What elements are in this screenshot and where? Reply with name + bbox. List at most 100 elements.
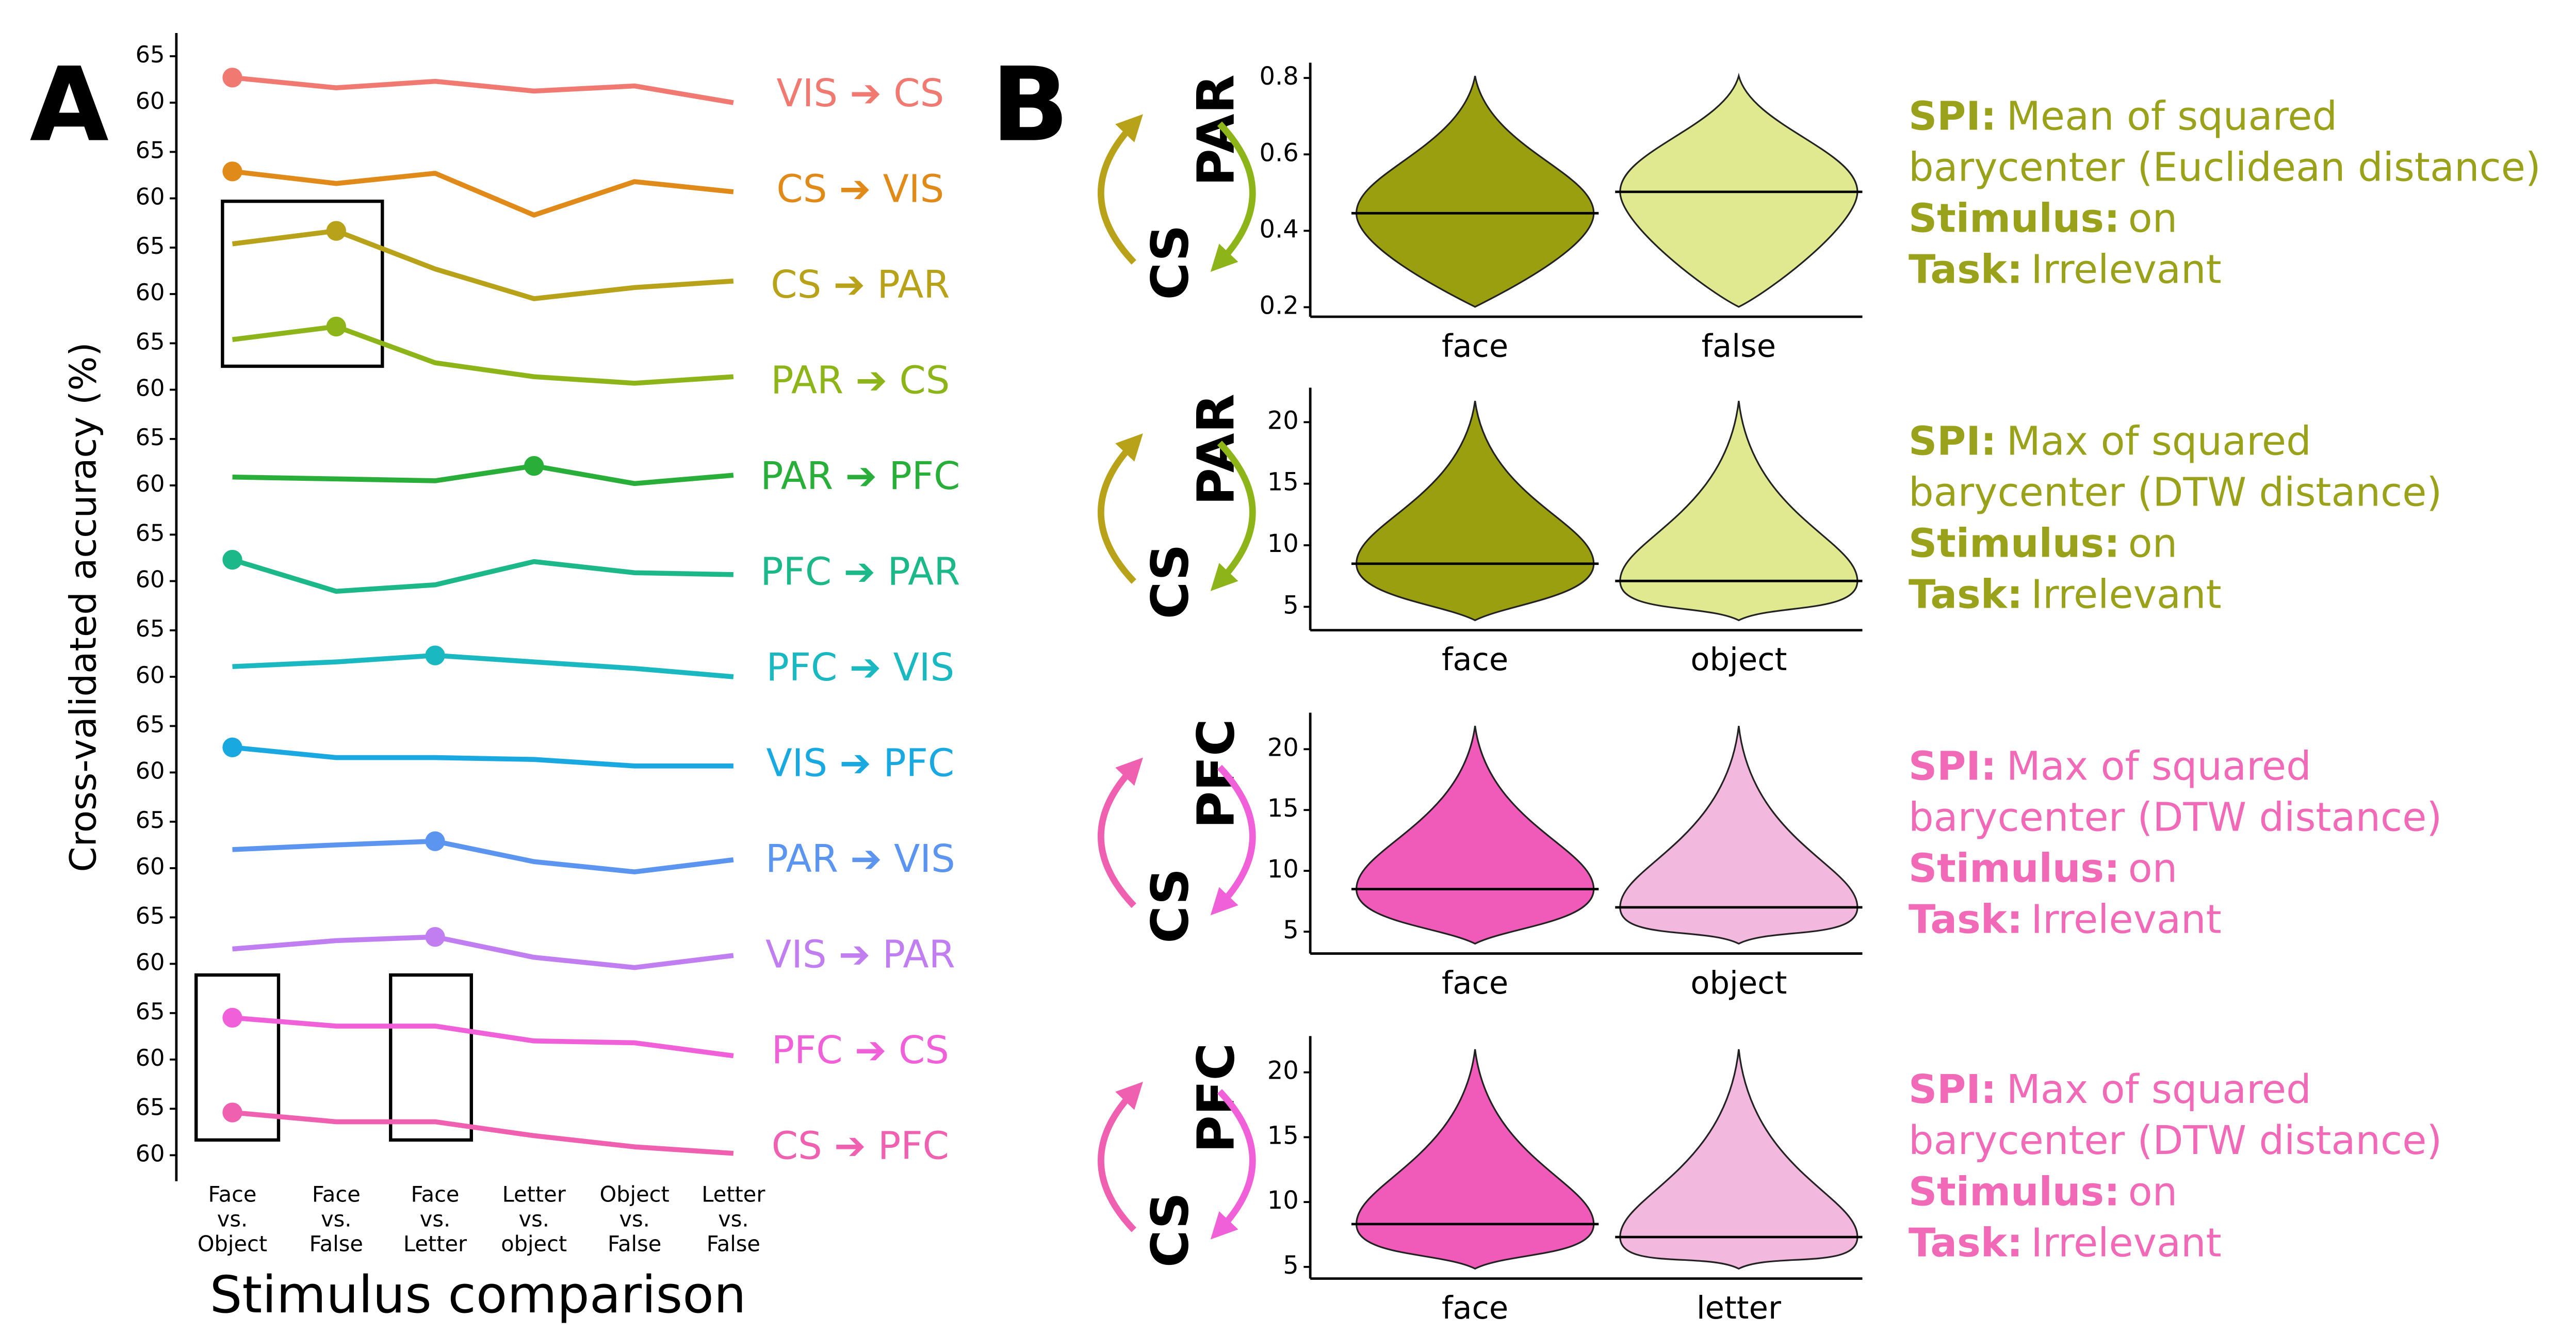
x-tick-label: object xyxy=(501,1231,567,1256)
region-label: CS xyxy=(1140,544,1200,619)
highlight-point xyxy=(222,737,242,757)
x-tick-label: vs. xyxy=(619,1207,649,1232)
highlight-box xyxy=(221,199,384,368)
y-tick-label: 60 xyxy=(136,565,165,593)
violin xyxy=(1356,1049,1595,1270)
series-label: PAR ➔ VIS xyxy=(765,837,955,881)
arrow xyxy=(1210,441,1256,591)
y-tick-label: 60 xyxy=(136,470,165,497)
series-label: CS ➔ VIS xyxy=(776,168,944,212)
violin xyxy=(1356,725,1595,945)
annotation-text: on xyxy=(2128,196,2178,242)
y-tick-label: 5 xyxy=(1283,591,1298,620)
annotation-text: Task: xyxy=(1909,572,2023,618)
series-label: PFC ➔ CS xyxy=(772,1029,949,1072)
x-tick-label: vs. xyxy=(321,1207,351,1232)
y-tick-label: 65 xyxy=(136,615,165,642)
violin xyxy=(1619,1049,1858,1270)
x-tick-label: Object xyxy=(600,1182,670,1207)
highlight-point xyxy=(326,316,346,337)
annotation-text: on xyxy=(2128,846,2178,892)
annotation-text: Irrelevant xyxy=(2031,572,2221,618)
highlight-point xyxy=(222,1007,242,1028)
annotation-text: Irrelevant xyxy=(2031,897,2221,943)
y-tick-label: 60 xyxy=(136,183,165,210)
y-tick-label: 65 xyxy=(136,424,165,451)
y-tick-label: 0.4 xyxy=(1260,215,1299,243)
annotation-line: Stimulus: on xyxy=(1909,846,2177,892)
arrow xyxy=(1210,121,1256,272)
x-tick-label: Letter xyxy=(502,1182,566,1207)
x-tick-label: Letter xyxy=(403,1231,467,1256)
x-tick-label: Face xyxy=(312,1182,361,1207)
series-line xyxy=(232,75,734,105)
y-tick-label: 65 xyxy=(136,902,165,929)
x-tick-label: face xyxy=(1442,965,1508,1001)
y-tick-label: 65 xyxy=(136,41,165,68)
violin xyxy=(1356,400,1595,622)
series-label: VIS ➔ CS xyxy=(776,72,944,116)
series-line xyxy=(232,324,734,386)
highlight-point xyxy=(425,645,445,665)
panel-label: A xyxy=(30,45,109,165)
y-tick-label: 10 xyxy=(1267,855,1299,884)
highlight-box xyxy=(194,973,281,1142)
annotation-text: Task: xyxy=(1909,247,2023,293)
annotation-line: Stimulus: on xyxy=(1909,521,2177,567)
annotation-line: Task: Irrelevant xyxy=(1909,1220,2222,1266)
annotation-text: on xyxy=(2128,1169,2178,1215)
highlight-point xyxy=(222,161,242,182)
annotation-text: barycenter (DTW distance) xyxy=(1909,469,2442,515)
series-line xyxy=(232,1110,734,1156)
x-tick-label: face xyxy=(1442,328,1508,364)
region-label: CS xyxy=(1140,1192,1200,1267)
y-tick-label: 10 xyxy=(1267,1186,1299,1215)
series-label: PAR ➔ CS xyxy=(771,359,950,403)
y-tick-label: 65 xyxy=(136,998,165,1025)
series-line xyxy=(232,745,733,769)
highlight-point xyxy=(222,1102,242,1123)
annotation-text: SPI: xyxy=(1909,743,1997,789)
annotation-text: Task: xyxy=(1909,897,2023,943)
arrow xyxy=(1098,757,1143,908)
y-tick-label: 65 xyxy=(136,519,165,546)
x-tick-label: vs. xyxy=(519,1207,549,1232)
x-tick-label: object xyxy=(1690,642,1787,678)
x-tick-label: vs. xyxy=(718,1207,748,1232)
arrow xyxy=(1098,114,1143,265)
x-tick-label: False xyxy=(707,1231,760,1256)
y-tick-label: 60 xyxy=(136,87,165,115)
annotation-line: SPI: Max of squared xyxy=(1909,743,2311,789)
panel-label: B xyxy=(991,45,1069,165)
series-label: CS ➔ PAR xyxy=(771,263,950,307)
y-tick-label: 60 xyxy=(136,853,165,880)
annotation-text: SPI: xyxy=(1909,1067,1997,1113)
x-tick-label: False xyxy=(309,1231,363,1256)
y-tick-label: 10 xyxy=(1267,530,1299,558)
annotation-line: Stimulus: on xyxy=(1909,196,2177,242)
highlight-point xyxy=(326,221,346,241)
highlight-point xyxy=(222,549,242,570)
series-line xyxy=(232,653,734,679)
annotation-line: SPI: Max of squared xyxy=(1909,418,2311,464)
highlight-point xyxy=(524,456,544,476)
y-tick-label: 60 xyxy=(136,757,165,784)
annotation-line: barycenter (DTW distance) xyxy=(1909,1118,2442,1164)
y-tick-label: 15 xyxy=(1267,468,1299,497)
y-tick-label: 60 xyxy=(136,279,165,306)
region-label: CS xyxy=(1140,868,1200,944)
x-tick-label: letter xyxy=(1697,1290,1781,1326)
arrow xyxy=(1098,433,1143,584)
highlight-point xyxy=(222,68,242,88)
x-tick-label: Face xyxy=(208,1182,257,1207)
x-tick-label: object xyxy=(1690,965,1787,1001)
region-label: PAR xyxy=(1187,74,1246,186)
series-label: VIS ➔ PFC xyxy=(766,742,954,786)
y-tick-label: 65 xyxy=(136,1093,165,1120)
arrow xyxy=(1210,765,1256,916)
violin xyxy=(1619,725,1858,945)
y-tick-label: 65 xyxy=(136,806,165,834)
series-line xyxy=(232,1015,734,1059)
